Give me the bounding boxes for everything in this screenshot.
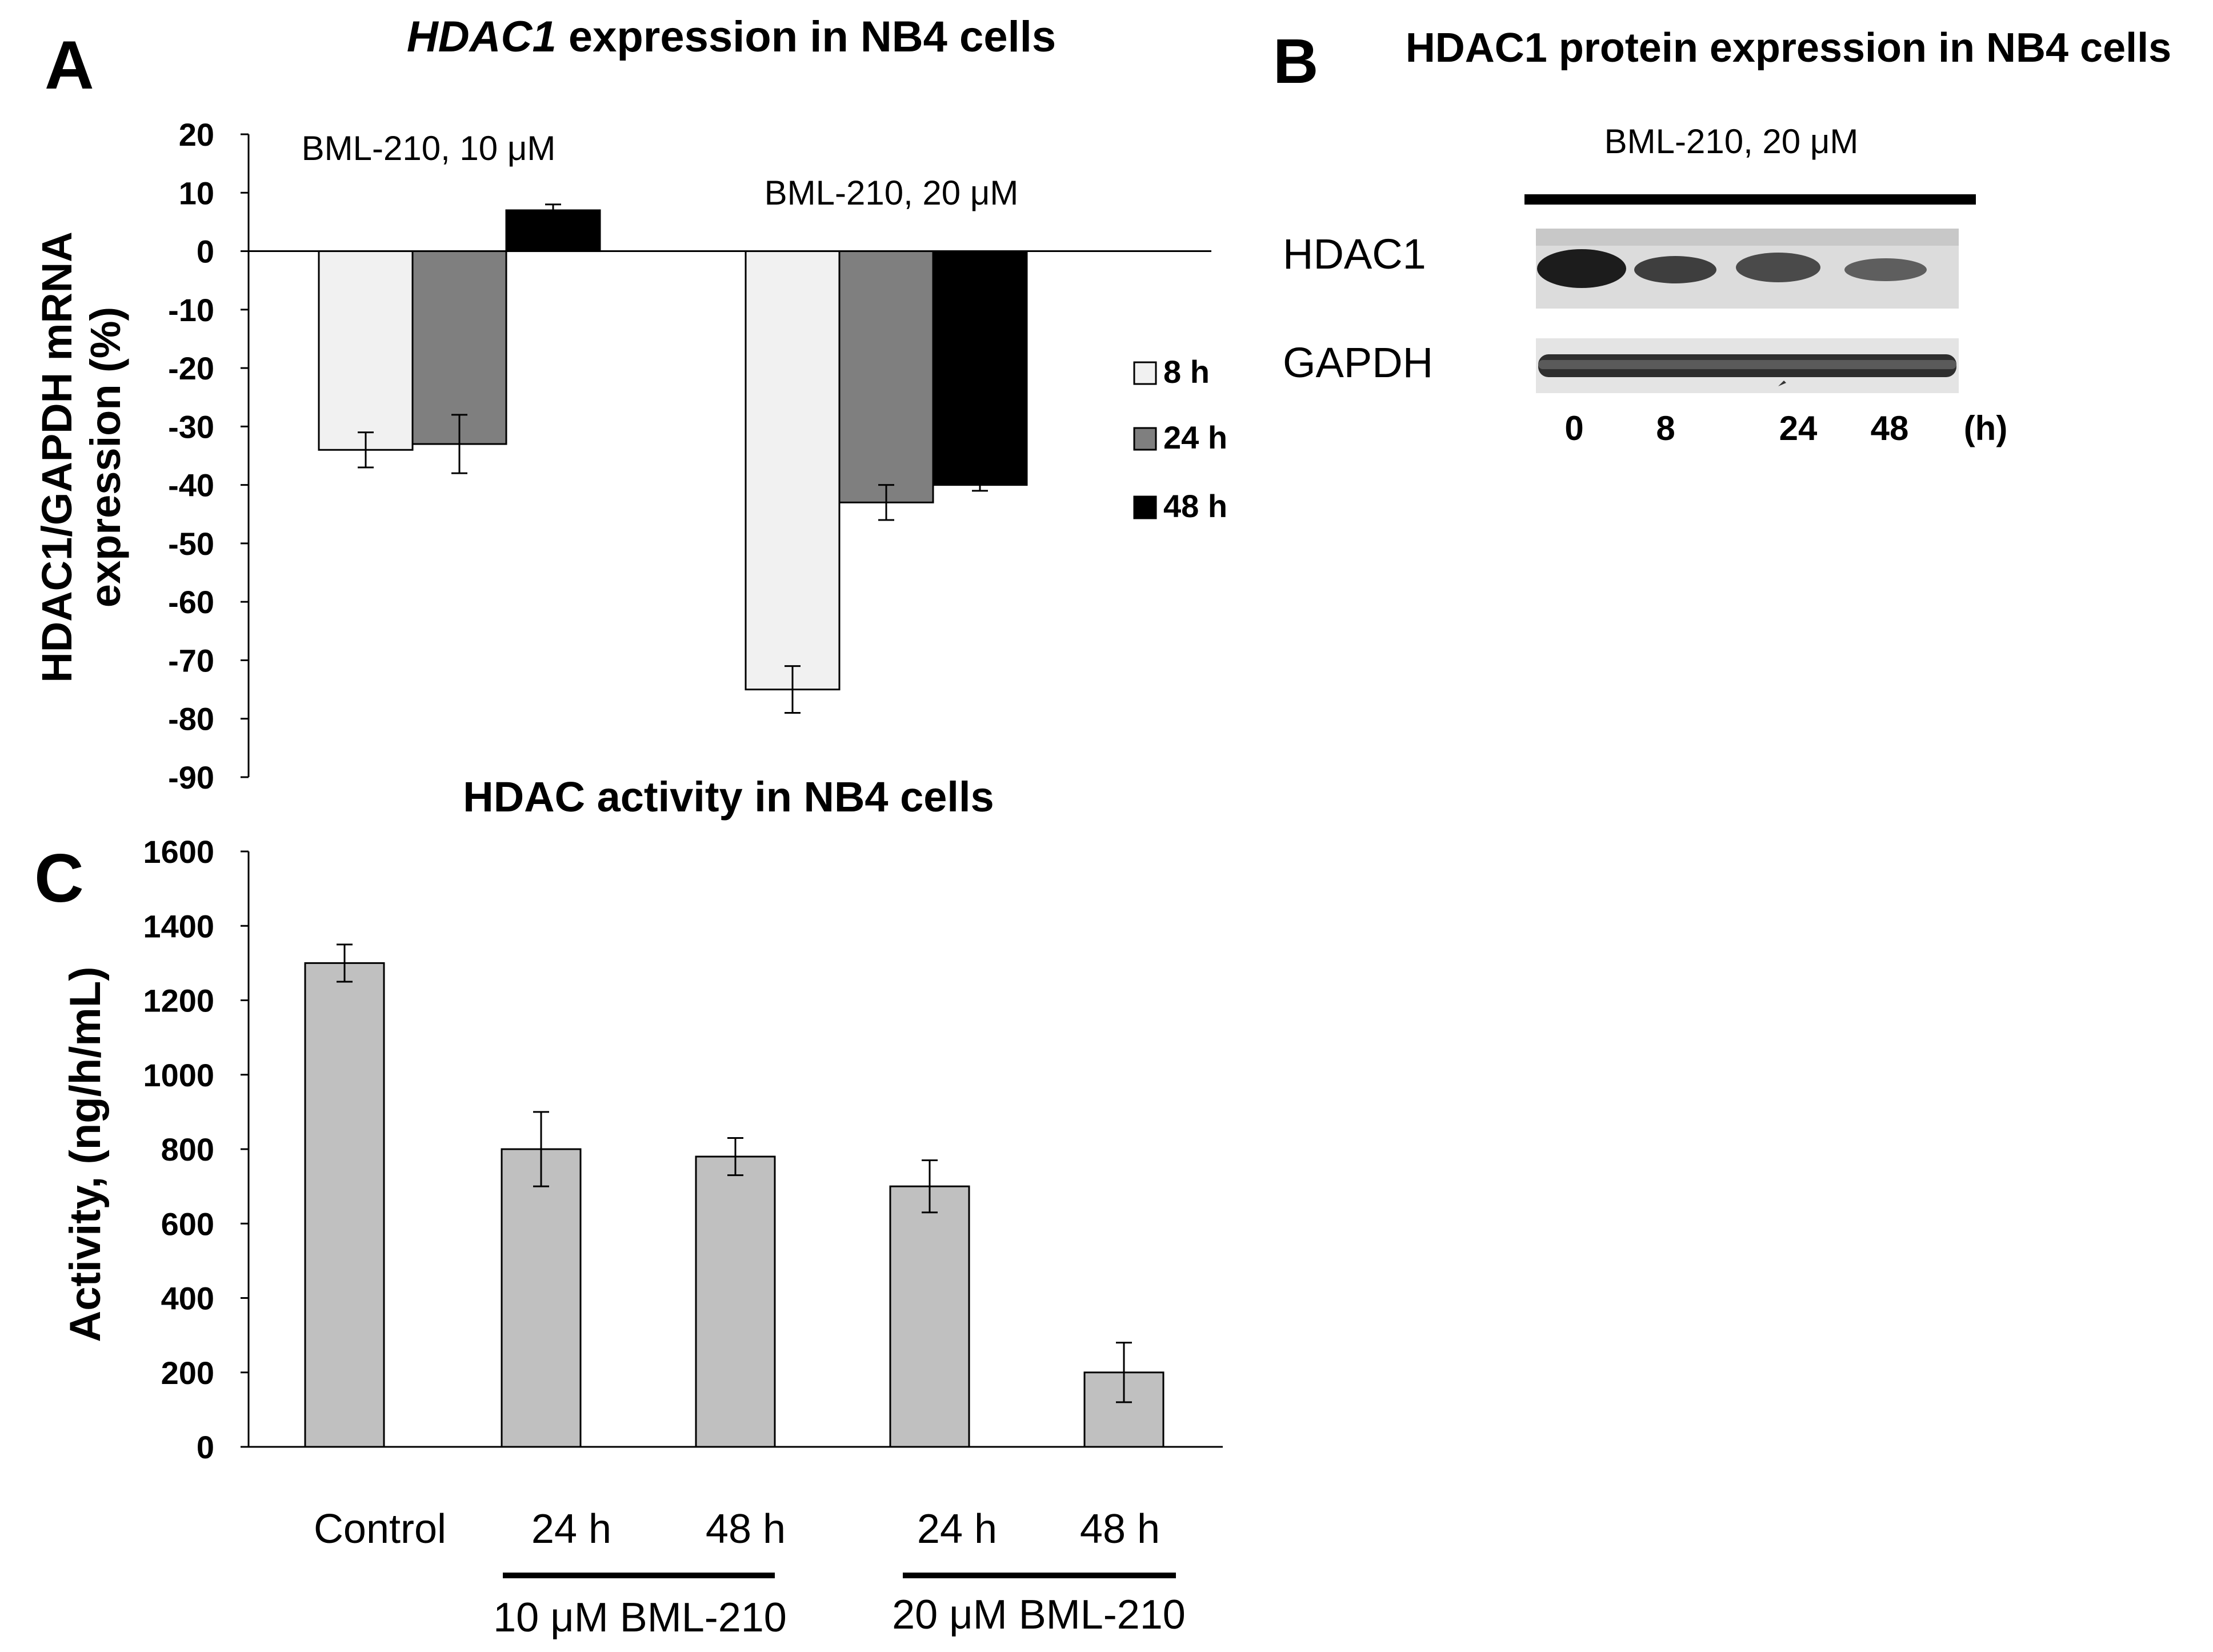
panel-a-chart: A HDAC1 expression in NB4 cells HDAC1/GA… [33, 13, 1227, 795]
chart-c-y-axis: 1600 1400 1200 1000 800 600 400 200 0 [143, 834, 1223, 1465]
blot-membrane-hdac1-top-shade [1536, 229, 1959, 246]
chart-a-bar-g1-48h [505, 209, 601, 253]
panel-b-western-blot: B HDAC1 protein expression in NB4 cells … [1273, 25, 2171, 447]
chart-a-title-gene: HDAC1 [407, 13, 557, 61]
panel-label-c: C [34, 840, 84, 917]
blot-row-label-hdac1: HDAC1 [1283, 230, 1426, 278]
chart-c-y-tick-label: 600 [161, 1206, 214, 1242]
chart-c-x-tick-label: Control [314, 1506, 446, 1552]
blot-time-unit: (h) [1964, 409, 2008, 447]
chart-c-group-bracket-10um [503, 1573, 775, 1578]
chart-a-y-tick-label: 20 [179, 117, 214, 153]
blot-time-8: 8 [1656, 409, 1675, 447]
chart-a-title: HDAC1 expression in NB4 cells [407, 13, 1056, 61]
chart-c-bar-1 [501, 1148, 582, 1448]
blot-band-hdac1-8h [1634, 256, 1716, 283]
legend-swatch-8h [1133, 361, 1157, 385]
chart-a-y-tick-label: -50 [168, 526, 214, 562]
chart-c-x-tick-label: 48 h [1080, 1506, 1160, 1552]
chart-c-y-tick-label: 1000 [143, 1057, 214, 1093]
legend-label-48h: 48 h [1163, 488, 1227, 524]
chart-c-group-bracket-20um [903, 1573, 1176, 1578]
chart-a-y-tick-label: -30 [168, 409, 214, 445]
chart-c-y-tick-label: 200 [161, 1355, 214, 1391]
chart-a-title-rest: expression in NB4 cells [557, 13, 1056, 61]
chart-a-y-tick-label: -40 [168, 467, 214, 503]
legend-label-24h: 24 h [1163, 419, 1227, 455]
blot-band-hdac1-0h [1537, 249, 1626, 288]
chart-c-y-tick-label: 1400 [143, 908, 214, 944]
chart-a-y-tick-label: -70 [168, 642, 214, 678]
chart-c-bars [304, 962, 1164, 1448]
chart-a-bar-g2-48h [932, 250, 1028, 486]
chart-c-y-tick-label: 800 [161, 1131, 214, 1167]
blot-treatment-bar [1524, 194, 1976, 205]
panel-c-chart: C HDAC activity in NB4 cells Activity, (… [34, 773, 1223, 1641]
chart-a-y-tick-label: -80 [168, 701, 214, 737]
chart-c-bar-2 [695, 1155, 776, 1448]
panel-label-b: B [1273, 26, 1318, 97]
chart-c-bar-3 [889, 1185, 970, 1448]
blot-band-hdac1-48h [1844, 258, 1927, 281]
blot-treatment-label: BML-210, 20 μM [1604, 122, 1859, 161]
chart-a-bar-g1-8h [318, 250, 414, 451]
panel-label-a: A [45, 27, 94, 103]
blot-band-hdac1-24h [1736, 253, 1820, 282]
chart-a-bar-g2-24h [838, 250, 934, 503]
blot-time-24: 24 [1779, 409, 1818, 447]
chart-c-x-tick-label: 24 h [917, 1506, 997, 1552]
chart-a-ylabel-line-1: HDAC1/GAPDH mRNA [33, 231, 81, 682]
chart-c-bar-0 [304, 962, 385, 1448]
chart-a-y-tick-label: 0 [197, 234, 214, 270]
blot-artifact-mark [1778, 381, 1786, 386]
chart-a-y-axis: 20 10 0 -10 -20 -30 -40 -50 -60 -70 -80 -90 [168, 117, 1211, 795]
chart-a-ylabel: HDAC1/GAPDH mRNAexpression (%) [33, 231, 129, 682]
chart-a-bar-g1-24h [411, 250, 507, 445]
chart-a-error-bars [358, 203, 988, 714]
legend-swatch-24h [1133, 427, 1157, 451]
legend-item-8h: 8 h [1133, 354, 1210, 390]
chart-a-y-tick-label: -20 [168, 350, 214, 386]
chart-a-bars [318, 209, 1028, 691]
chart-c-group-label-20um: 20 μM BML-210 [892, 1592, 1186, 1638]
blot-title: HDAC1 protein expression in NB4 cells [1406, 25, 2171, 71]
chart-c-x-tick-label: 24 h [531, 1506, 611, 1552]
chart-c-y-tick-label: 400 [161, 1281, 214, 1317]
blot-row-label-gapdh: GAPDH [1283, 339, 1433, 386]
chart-a-y-tick-label: 10 [179, 175, 214, 211]
chart-c-error-bars [337, 943, 1132, 1403]
blot-time-0: 0 [1564, 409, 1583, 447]
chart-a-y-tick-label: -90 [168, 759, 214, 795]
chart-c-group-label-10um: 10 μM BML-210 [493, 1595, 787, 1641]
chart-c-x-tick-label: 48 h [706, 1506, 786, 1552]
legend-item-48h: 48 h [1133, 488, 1227, 524]
chart-c-y-tick-label: 0 [197, 1429, 214, 1465]
blot-band-gapdh-highlight [1538, 360, 1956, 369]
blot-strip-hdac1 [1536, 229, 1959, 309]
legend-swatch-48h [1133, 495, 1157, 519]
chart-a-ylabel-line-2: expression (%) [82, 307, 129, 607]
legend-item-24h: 24 h [1133, 419, 1227, 455]
chart-c-y-tick-label: 1600 [143, 834, 214, 870]
chart-a-bar-g2-8h [745, 250, 841, 691]
legend-label-8h: 8 h [1163, 354, 1210, 390]
chart-c-x-labels: Control 24 h 48 h 24 h 48 h [314, 1506, 1160, 1552]
chart-a-legend: 8 h 24 h 48 h [1133, 354, 1227, 524]
chart-a-group-label-20um: BML-210, 20 μM [765, 174, 1019, 212]
chart-c-y-tick-label: 1200 [143, 983, 214, 1019]
chart-c-ylabel: Activity, (ng/h/mL) [61, 966, 110, 1342]
blot-time-48: 48 [1871, 409, 1909, 447]
chart-a-y-tick-label: -60 [168, 584, 214, 620]
chart-a-group-label-10um: BML-210, 10 μM [302, 129, 556, 167]
chart-a-y-tick-label: -10 [168, 292, 214, 328]
blot-strip-gapdh [1536, 338, 1959, 393]
chart-c-title: HDAC activity in NB4 cells [463, 773, 994, 821]
